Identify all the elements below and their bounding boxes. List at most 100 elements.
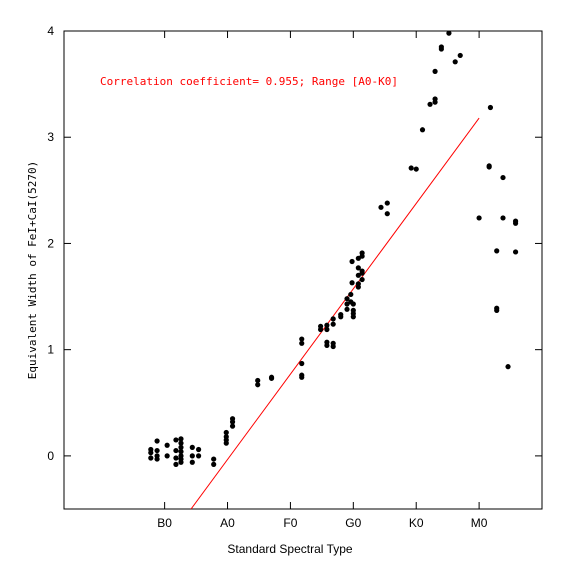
data-point: [476, 215, 482, 221]
data-point: [432, 99, 438, 105]
data-point: [348, 291, 354, 298]
data-point: [229, 423, 236, 429]
data-point: [359, 253, 365, 259]
data-point: [505, 364, 511, 370]
x-tick-label: K0: [409, 516, 424, 530]
y-axis-ticks: 0 1 2 3 4: [47, 24, 542, 463]
data-point: [173, 447, 179, 454]
data-point: [457, 52, 463, 59]
y-tick-label: 1: [47, 343, 54, 357]
y-tick-label: 2: [47, 236, 54, 250]
data-point: [318, 326, 324, 333]
fit-line-group: [190, 117, 480, 510]
data-point: [487, 104, 494, 111]
data-point: [494, 248, 500, 254]
data-point: [299, 336, 305, 342]
data-point: [446, 30, 452, 36]
data-point: [211, 456, 217, 462]
data-point: [178, 444, 184, 450]
data-point: [330, 316, 336, 322]
data-point: [173, 437, 179, 443]
data-point: [324, 326, 330, 333]
data-point: [500, 174, 506, 181]
data-point: [438, 46, 444, 52]
x-tick-label: B0: [157, 516, 172, 530]
plot-frame: [63, 30, 543, 510]
data-point: [355, 272, 361, 278]
data-point: [355, 255, 361, 261]
data-point: [355, 265, 361, 271]
y-tick-label: 4: [47, 24, 54, 38]
data-point: [419, 127, 426, 133]
data-point: [229, 419, 236, 425]
data-point: [350, 314, 356, 320]
data-point: [359, 276, 365, 283]
data-points: [148, 30, 519, 467]
x-tick-label: A0: [220, 516, 235, 530]
data-point: [178, 459, 184, 465]
x-tick-label: F0: [283, 516, 297, 530]
data-point: [195, 453, 202, 459]
data-point: [344, 306, 350, 312]
x-axis-title: Standard Spectral Type: [227, 542, 353, 556]
data-point: [355, 284, 361, 290]
data-point: [154, 438, 160, 444]
data-point: [299, 360, 305, 367]
data-point: [384, 211, 390, 217]
data-point: [223, 429, 229, 436]
data-point: [512, 249, 519, 255]
data-point: [189, 453, 195, 459]
data-point: [349, 280, 355, 286]
data-point: [178, 440, 184, 446]
data-point: [189, 459, 195, 465]
data-point: [432, 68, 438, 74]
data-point: [154, 447, 160, 454]
data-point: [500, 215, 506, 221]
data-point: [427, 101, 433, 107]
data-point: [324, 342, 330, 349]
data-point: [164, 442, 170, 448]
data-point: [148, 455, 154, 461]
x-tick-label: G0: [345, 516, 361, 530]
y-tick-label: 0: [47, 449, 54, 463]
data-point: [344, 296, 350, 302]
x-axis-ticks: B0 A0 F0 G0 K0 M0: [157, 31, 488, 530]
data-point: [178, 449, 184, 455]
data-point: [189, 444, 195, 450]
data-point: [173, 461, 179, 467]
data-point: [330, 321, 336, 327]
data-point: [223, 440, 229, 446]
data-point: [494, 307, 500, 313]
data-point: [211, 461, 217, 467]
data-point: [255, 382, 261, 388]
data-point: [359, 270, 365, 276]
data-point: [350, 301, 356, 307]
data-point: [344, 301, 350, 307]
data-point: [299, 374, 305, 380]
data-point: [408, 165, 414, 171]
data-point: [268, 375, 275, 381]
data-point: [413, 166, 419, 172]
data-point: [330, 343, 336, 350]
data-point: [148, 450, 154, 456]
data-point: [164, 453, 170, 459]
data-point: [154, 456, 160, 462]
data-point: [195, 446, 202, 453]
data-point: [338, 314, 344, 320]
data-point: [378, 204, 384, 210]
regression-line: [190, 117, 480, 510]
y-axis-title: Equivalent Width of FeI+CaI(5270): [26, 161, 39, 380]
data-point: [173, 455, 179, 461]
y-tick-label: 3: [47, 130, 54, 144]
x-tick-label: M0: [471, 516, 488, 530]
data-point: [324, 322, 330, 328]
data-point: [255, 377, 261, 384]
data-point: [384, 200, 390, 206]
data-point: [349, 258, 355, 265]
data-point: [486, 164, 492, 170]
correlation-annotation: Correlation coefficient= 0.955; Range [A…: [100, 75, 398, 88]
data-point: [452, 59, 458, 65]
data-point: [299, 340, 305, 346]
data-point: [178, 436, 184, 442]
